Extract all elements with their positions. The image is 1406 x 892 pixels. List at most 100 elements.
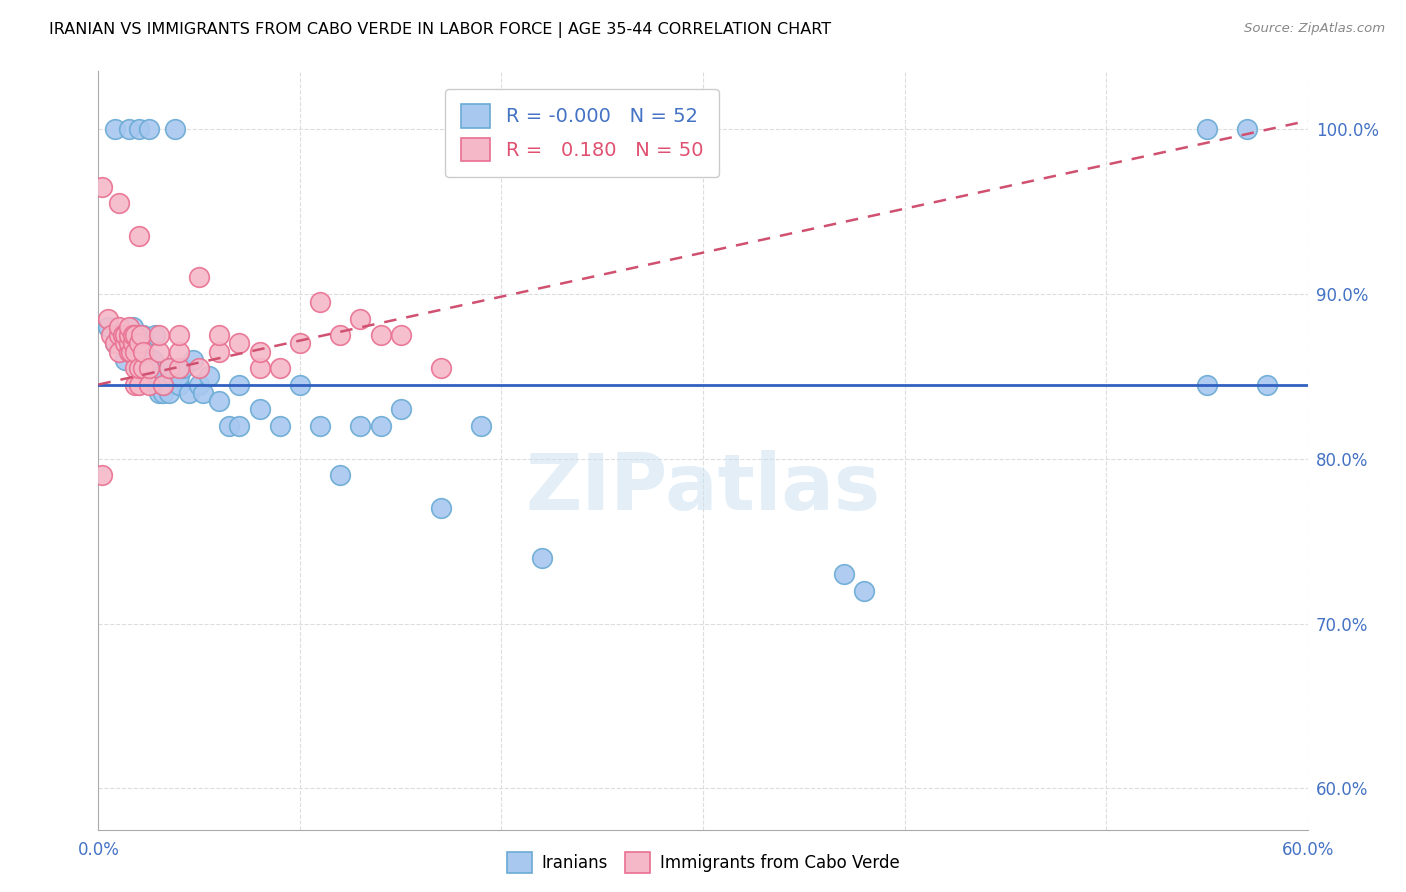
Point xyxy=(124,328,146,343)
Point xyxy=(91,179,114,194)
Point xyxy=(157,361,180,376)
Point xyxy=(179,385,201,400)
Point xyxy=(370,328,392,343)
Point xyxy=(167,328,190,343)
Point xyxy=(107,344,129,359)
Point xyxy=(157,361,180,376)
Point xyxy=(124,377,146,392)
Point xyxy=(181,352,204,367)
Point xyxy=(329,468,352,483)
Point xyxy=(269,361,291,376)
Point xyxy=(138,352,160,367)
Point xyxy=(121,328,143,343)
Point xyxy=(152,385,174,400)
Point xyxy=(103,122,125,136)
Point xyxy=(120,344,142,359)
Point xyxy=(118,344,141,359)
Point xyxy=(91,468,114,483)
Point xyxy=(148,385,170,400)
Point xyxy=(470,418,492,433)
Point xyxy=(138,361,160,376)
Point xyxy=(107,336,129,351)
Point xyxy=(118,336,141,351)
Point xyxy=(208,328,231,343)
Point xyxy=(118,328,141,343)
Point xyxy=(107,319,129,334)
Point xyxy=(97,319,120,334)
Point xyxy=(128,352,150,367)
Point xyxy=(118,319,141,334)
Point xyxy=(132,361,155,376)
Point xyxy=(100,328,122,343)
Point xyxy=(430,361,453,376)
Point xyxy=(288,377,311,392)
Point xyxy=(198,369,221,384)
Text: Source: ZipAtlas.com: Source: ZipAtlas.com xyxy=(1244,22,1385,36)
Point xyxy=(142,352,165,367)
Point xyxy=(128,336,150,351)
Point xyxy=(107,328,129,343)
Point xyxy=(118,336,141,351)
Legend: R = -0.000   N = 52, R =   0.180   N = 50: R = -0.000 N = 52, R = 0.180 N = 50 xyxy=(446,88,718,177)
Point xyxy=(128,122,150,136)
Point xyxy=(853,583,876,598)
Point xyxy=(114,352,136,367)
Point xyxy=(167,377,190,392)
Text: ZIPatlas: ZIPatlas xyxy=(526,450,880,526)
Point xyxy=(148,369,170,384)
Point xyxy=(167,361,190,376)
Point xyxy=(1195,377,1218,392)
Point xyxy=(1256,377,1278,392)
Point xyxy=(288,336,311,351)
Point xyxy=(172,361,194,376)
Point xyxy=(128,229,150,244)
Point xyxy=(269,418,291,433)
Point xyxy=(118,122,141,136)
Point xyxy=(349,418,371,433)
Point xyxy=(249,344,271,359)
Point xyxy=(152,377,174,392)
Point xyxy=(157,385,180,400)
Point xyxy=(148,328,170,343)
Point xyxy=(430,501,453,516)
Point xyxy=(114,336,136,351)
Point xyxy=(249,361,271,376)
Point xyxy=(832,567,855,582)
Point xyxy=(309,418,332,433)
Point xyxy=(167,344,190,359)
Point xyxy=(530,550,553,565)
Point xyxy=(103,336,125,351)
Text: IRANIAN VS IMMIGRANTS FROM CABO VERDE IN LABOR FORCE | AGE 35-44 CORRELATION CHA: IRANIAN VS IMMIGRANTS FROM CABO VERDE IN… xyxy=(49,22,831,38)
Point xyxy=(138,377,160,392)
Point xyxy=(103,336,125,351)
Point xyxy=(163,122,186,136)
Point xyxy=(138,122,160,136)
Point xyxy=(208,344,231,359)
Point xyxy=(128,361,150,376)
Point xyxy=(309,295,332,310)
Point xyxy=(128,377,150,392)
Point xyxy=(188,377,211,392)
Point xyxy=(118,328,141,343)
Point xyxy=(124,328,146,343)
Point xyxy=(132,328,155,343)
Point xyxy=(389,328,412,343)
Point xyxy=(228,377,250,392)
Point xyxy=(389,402,412,417)
Point xyxy=(188,361,211,376)
Point xyxy=(107,196,129,211)
Point xyxy=(208,394,231,409)
Point xyxy=(129,328,152,343)
Point xyxy=(329,328,352,343)
Point xyxy=(228,336,250,351)
Point xyxy=(128,336,150,351)
Point xyxy=(349,311,371,326)
Point xyxy=(107,328,129,343)
Point xyxy=(143,328,166,343)
Point xyxy=(121,336,143,351)
Point xyxy=(132,344,155,359)
Point xyxy=(188,270,211,285)
Point xyxy=(124,361,146,376)
Point xyxy=(114,328,136,343)
Point xyxy=(193,385,215,400)
